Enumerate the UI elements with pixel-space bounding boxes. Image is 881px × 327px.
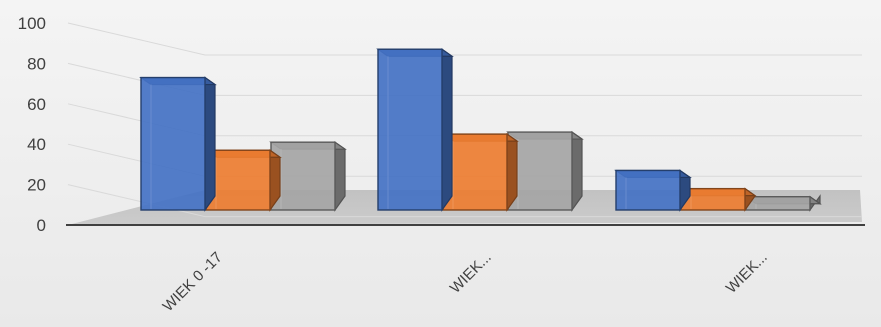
gridline-20	[67, 184, 862, 218]
bar-series-3-3	[744, 194, 822, 212]
x-category-label-1: WIEK 0 -17	[160, 249, 226, 315]
y-tick-label-60: 60	[27, 95, 46, 114]
bar-series-2-1	[204, 149, 282, 212]
bar-series-3-1	[269, 141, 347, 212]
bar-series-1-3	[614, 169, 692, 212]
y-tick-label-100: 100	[18, 14, 46, 33]
bar-series-3-2	[506, 130, 584, 212]
bar-series-2-3	[679, 187, 757, 212]
gridline-100	[67, 22, 862, 56]
y-tick-label-20: 20	[27, 176, 46, 195]
x-category-label-3: WIEK...	[723, 249, 771, 297]
y-tick-label-80: 80	[27, 54, 46, 73]
y-tick-label-0: 0	[37, 216, 46, 235]
bar-series-2-2	[441, 132, 519, 212]
y-tick-label-40: 40	[27, 135, 46, 154]
x-category-label-2: WIEK...	[447, 249, 495, 297]
bar-series-1-1	[139, 76, 217, 212]
bar-series-1-2	[376, 48, 454, 212]
